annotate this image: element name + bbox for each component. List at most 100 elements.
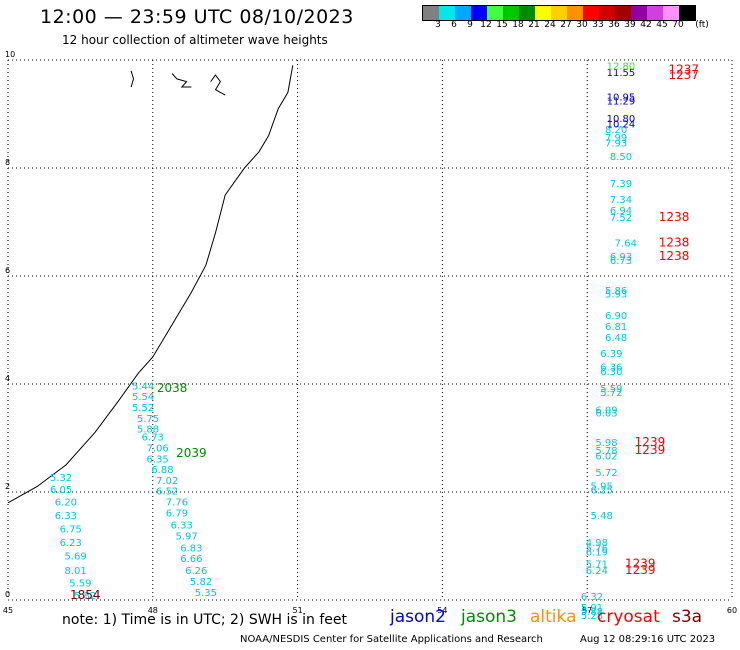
legend-swatch — [567, 6, 583, 20]
island-outline — [130, 70, 135, 88]
wave-height-value: 6.05 — [50, 485, 72, 496]
legend-label: 9 — [467, 20, 473, 30]
wave-height-value: 8.01 — [64, 566, 86, 577]
wave-height-value: 11.55 — [607, 68, 636, 79]
legend-swatch — [599, 6, 615, 20]
wave-height-value: 5.71 — [586, 560, 608, 571]
pass-time-label: 2039 — [176, 446, 207, 460]
wave-height-value: 6.83 — [180, 543, 202, 554]
legend-swatch — [471, 6, 487, 20]
wave-height-value: 6.90 — [605, 311, 627, 322]
legend-label: 45 — [656, 20, 668, 30]
wave-height-value: 6.20 — [55, 498, 77, 509]
units-note: note: 1) Time is in UTC; 2) SWH is in fe… — [62, 612, 348, 628]
wave-height-value: 6.33 — [171, 521, 193, 532]
wave-height-value: 6.32 — [581, 592, 603, 603]
wave-height-value: 6.81 — [605, 322, 627, 333]
legend-label: 42 — [640, 20, 652, 30]
wave-height-value: 5.98 — [595, 438, 617, 449]
legend-swatch — [519, 6, 535, 20]
legend-swatch — [583, 6, 599, 20]
pass-time-label: 1238 — [659, 249, 690, 263]
legend-label: 39 — [624, 20, 636, 30]
pass-time-label: 1237 — [668, 68, 699, 82]
pass-time-label: 1238 — [659, 235, 690, 249]
legend-label: 27 — [560, 20, 572, 30]
wave-height-value: 6.73 — [142, 433, 164, 444]
wave-height-value: 7.34 — [610, 195, 632, 206]
wave-height-value: 7.76 — [166, 498, 188, 509]
legend-swatch — [455, 6, 471, 20]
wave-height-value: 6.75 — [60, 525, 82, 536]
x-tick-label: 48 — [148, 606, 158, 615]
wave-height-value: 7.02 — [156, 476, 178, 487]
wave-height-value: 10.80 — [607, 114, 636, 125]
wave-height-value: 6.39 — [600, 349, 622, 360]
generated-timestamp: Aug 12 08:29:16 UTC 2023 — [580, 634, 716, 645]
wave-height-value: 12.80 — [607, 62, 636, 73]
wave-height-value: 5.72 — [600, 388, 622, 399]
wave-height-value: 7.06 — [146, 444, 168, 455]
wave-height-value: 5.97 — [175, 532, 197, 543]
y-tick-label: 2 — [5, 482, 10, 491]
legend-swatch — [439, 6, 455, 20]
x-tick-label: 60 — [727, 606, 737, 615]
wave-height-value: 6.25 — [591, 486, 613, 497]
wave-height-value: 7.93 — [605, 138, 627, 149]
axis-tick-labels: 45 48 51 54 57 60 0 2 4 6 8 10 — [3, 50, 737, 615]
wave-height-value: 5.72 — [595, 468, 617, 479]
wave-height-value: 5.35 — [195, 588, 217, 599]
satellite-cryosat-label: cryosat — [597, 607, 660, 627]
pass-time-label: 1854 — [70, 588, 101, 602]
wave-height-value: 7.39 — [610, 179, 632, 190]
legend-swatch — [503, 6, 519, 20]
wave-height-value: 5.88 — [137, 425, 159, 436]
wave-height-value: 5.93 — [605, 290, 627, 301]
wave-height-value: 5.75 — [137, 414, 159, 425]
wave-height-value: 6.09 — [595, 406, 617, 417]
legend-swatch — [615, 6, 631, 20]
wave-height-value: 6.30 — [600, 367, 622, 378]
legend-label: 3 — [435, 20, 441, 30]
wave-height-value: 5.32 — [50, 473, 72, 484]
wave-height-value: 6.48 — [605, 333, 627, 344]
wave-height-value: 11.29 — [607, 96, 636, 107]
wave-height-value: 5.82 — [190, 577, 212, 588]
coastline-path — [7, 65, 294, 504]
pass-time-label: 2038 — [157, 381, 188, 395]
wave-height-labels: 5.445.545.525.755.886.737.066.356.887.02… — [50, 62, 637, 622]
pass-time-label: 1238 — [659, 210, 690, 224]
legend-swatch — [551, 6, 567, 20]
wave-height-value: 4.98 — [586, 538, 608, 549]
wave-height-value: 10.24 — [607, 120, 636, 131]
satellite-s3a-label: s3a — [672, 607, 703, 627]
legend-label: 18 — [512, 20, 524, 30]
wave-height-value: 5.44 — [132, 381, 154, 392]
wave-height-value: 6.79 — [166, 508, 188, 519]
satellite-altika-label: altika — [530, 607, 577, 627]
wave-height-value: 6.33 — [55, 511, 77, 522]
x-tick-label: 45 — [3, 606, 13, 615]
pass-time-labels: 2038203918541237123712381238123812391239… — [70, 63, 699, 602]
pass-time-label: 1239 — [635, 443, 666, 457]
x-tick-label: 57 — [582, 606, 592, 615]
y-tick-label: 0 — [5, 590, 10, 599]
wave-height-value: 6.23 — [60, 538, 82, 549]
wave-height-value: 5.54 — [132, 392, 154, 403]
legend-swatch — [679, 6, 695, 20]
wave-height-value: 6.52 — [156, 487, 178, 498]
island-outline — [171, 73, 192, 88]
wave-height-value: 7.99 — [605, 133, 627, 144]
pass-time-label: 1239 — [625, 557, 656, 571]
wave-height-value: 6.35 — [146, 454, 168, 465]
legend-label: 24 — [544, 20, 556, 30]
x-tick-label: 54 — [437, 606, 447, 615]
wave-height-value: 5.95 — [591, 481, 613, 492]
wave-height-value: 5.91 — [581, 603, 603, 614]
credit-text: NOAA/NESDIS Center for Satellite Applica… — [240, 634, 543, 645]
wave-height-value: 6.88 — [151, 465, 173, 476]
color-scale-legend — [422, 5, 696, 21]
legend-label: 33 — [592, 20, 604, 30]
